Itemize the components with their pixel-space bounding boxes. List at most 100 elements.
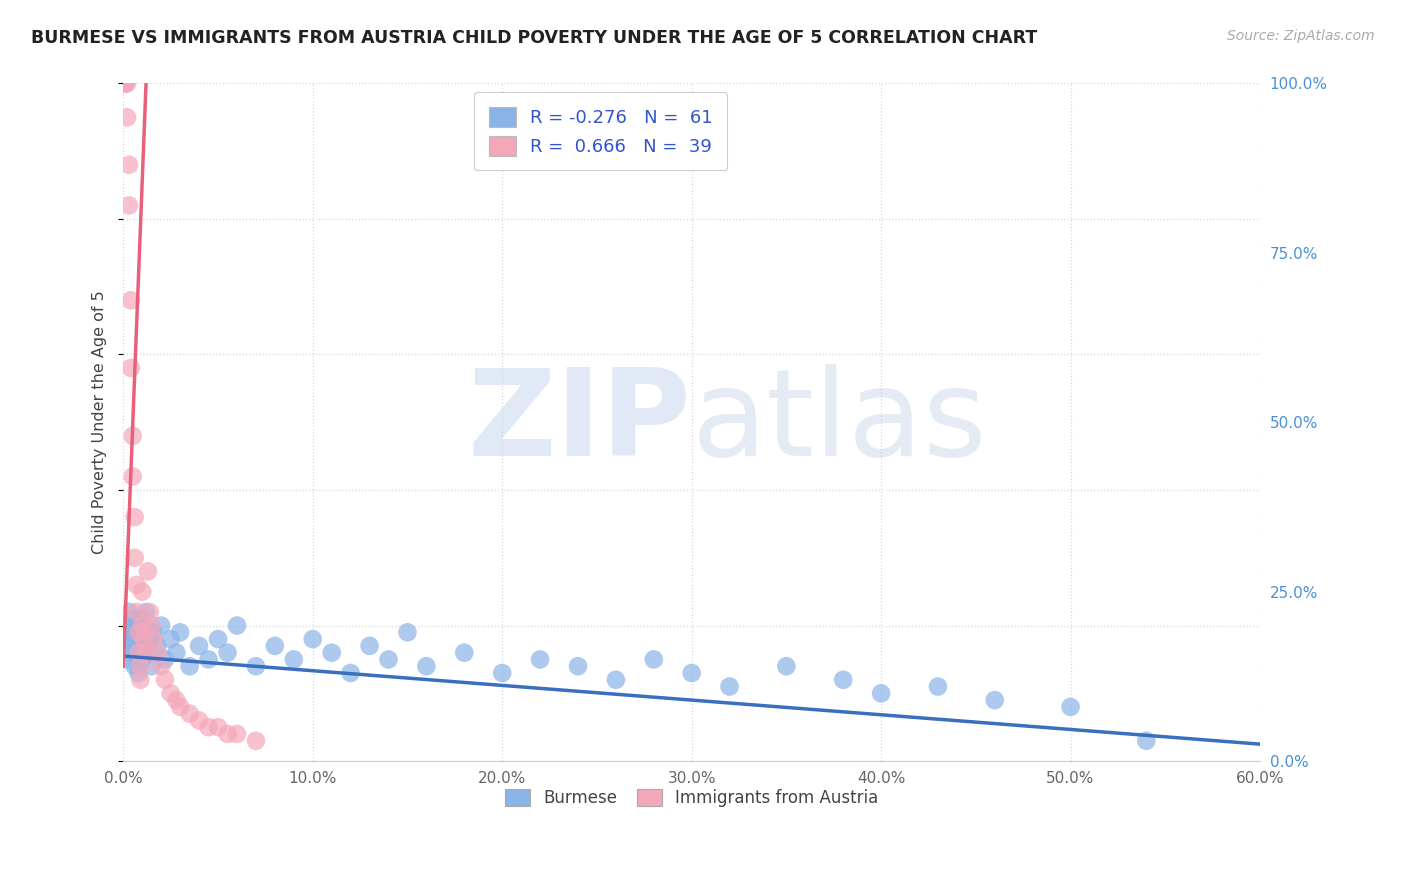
Point bbox=[681, 665, 703, 680]
Point bbox=[131, 584, 153, 599]
Point bbox=[529, 652, 551, 666]
Point bbox=[1135, 733, 1157, 747]
Point bbox=[121, 639, 143, 653]
Point bbox=[115, 632, 138, 646]
Point bbox=[153, 673, 176, 687]
Point bbox=[142, 625, 165, 640]
Point bbox=[165, 646, 187, 660]
Point bbox=[207, 720, 229, 734]
Point bbox=[165, 693, 187, 707]
Point bbox=[718, 680, 741, 694]
Point bbox=[124, 632, 146, 646]
Point bbox=[567, 659, 589, 673]
Point bbox=[377, 652, 399, 666]
Text: ZIP: ZIP bbox=[468, 364, 692, 481]
Point bbox=[984, 693, 1007, 707]
Point bbox=[131, 618, 153, 632]
Point bbox=[226, 618, 249, 632]
Point bbox=[141, 659, 163, 673]
Point bbox=[127, 625, 149, 640]
Point bbox=[283, 652, 305, 666]
Point bbox=[121, 612, 143, 626]
Point bbox=[197, 720, 219, 734]
Point bbox=[136, 646, 159, 660]
Point bbox=[146, 646, 169, 660]
Point bbox=[415, 659, 437, 673]
Point bbox=[120, 646, 142, 660]
Point bbox=[129, 659, 152, 673]
Point bbox=[120, 625, 142, 640]
Point bbox=[114, 77, 136, 91]
Point bbox=[169, 625, 191, 640]
Point bbox=[197, 652, 219, 666]
Point bbox=[129, 612, 152, 626]
Point bbox=[127, 646, 149, 660]
Point bbox=[134, 632, 156, 646]
Point bbox=[245, 659, 267, 673]
Point bbox=[118, 158, 141, 172]
Legend: Burmese, Immigrants from Austria: Burmese, Immigrants from Austria bbox=[498, 782, 886, 814]
Point bbox=[136, 565, 159, 579]
Point bbox=[453, 646, 475, 660]
Point bbox=[115, 111, 138, 125]
Point bbox=[121, 429, 143, 443]
Point bbox=[131, 632, 153, 646]
Point bbox=[120, 293, 142, 308]
Point bbox=[1059, 699, 1081, 714]
Point bbox=[118, 198, 141, 212]
Point bbox=[120, 361, 142, 376]
Point bbox=[188, 714, 211, 728]
Point bbox=[142, 632, 165, 646]
Point bbox=[124, 510, 146, 524]
Point bbox=[127, 665, 149, 680]
Point bbox=[188, 639, 211, 653]
Y-axis label: Child Poverty Under the Age of 5: Child Poverty Under the Age of 5 bbox=[93, 291, 107, 554]
Point bbox=[245, 733, 267, 747]
Point bbox=[129, 673, 152, 687]
Point bbox=[115, 77, 138, 91]
Point bbox=[159, 686, 181, 700]
Point bbox=[217, 727, 239, 741]
Point bbox=[127, 625, 149, 640]
Point bbox=[125, 578, 148, 592]
Point bbox=[217, 646, 239, 660]
Point bbox=[129, 639, 152, 653]
Point bbox=[135, 605, 157, 619]
Point bbox=[114, 618, 136, 632]
Point bbox=[301, 632, 323, 646]
Point bbox=[139, 605, 162, 619]
Point bbox=[927, 680, 949, 694]
Point bbox=[125, 605, 148, 619]
Point bbox=[121, 469, 143, 483]
Point bbox=[124, 550, 146, 565]
Point bbox=[643, 652, 665, 666]
Text: atlas: atlas bbox=[692, 364, 987, 481]
Point bbox=[150, 659, 173, 673]
Point bbox=[125, 618, 148, 632]
Point bbox=[118, 652, 141, 666]
Point bbox=[226, 727, 249, 741]
Point bbox=[179, 706, 201, 721]
Point bbox=[141, 618, 163, 632]
Point bbox=[605, 673, 627, 687]
Point bbox=[131, 652, 153, 666]
Point bbox=[134, 618, 156, 632]
Point bbox=[118, 605, 141, 619]
Point bbox=[139, 632, 162, 646]
Point bbox=[321, 646, 343, 660]
Point bbox=[150, 618, 173, 632]
Point bbox=[491, 665, 513, 680]
Point bbox=[125, 646, 148, 660]
Point bbox=[832, 673, 855, 687]
Text: BURMESE VS IMMIGRANTS FROM AUSTRIA CHILD POVERTY UNDER THE AGE OF 5 CORRELATION : BURMESE VS IMMIGRANTS FROM AUSTRIA CHILD… bbox=[31, 29, 1038, 46]
Point bbox=[359, 639, 381, 653]
Point bbox=[207, 632, 229, 646]
Point bbox=[135, 646, 157, 660]
Point bbox=[153, 652, 176, 666]
Point bbox=[124, 659, 146, 673]
Point bbox=[159, 632, 181, 646]
Text: Source: ZipAtlas.com: Source: ZipAtlas.com bbox=[1227, 29, 1375, 43]
Point bbox=[114, 77, 136, 91]
Point bbox=[179, 659, 201, 673]
Point bbox=[775, 659, 797, 673]
